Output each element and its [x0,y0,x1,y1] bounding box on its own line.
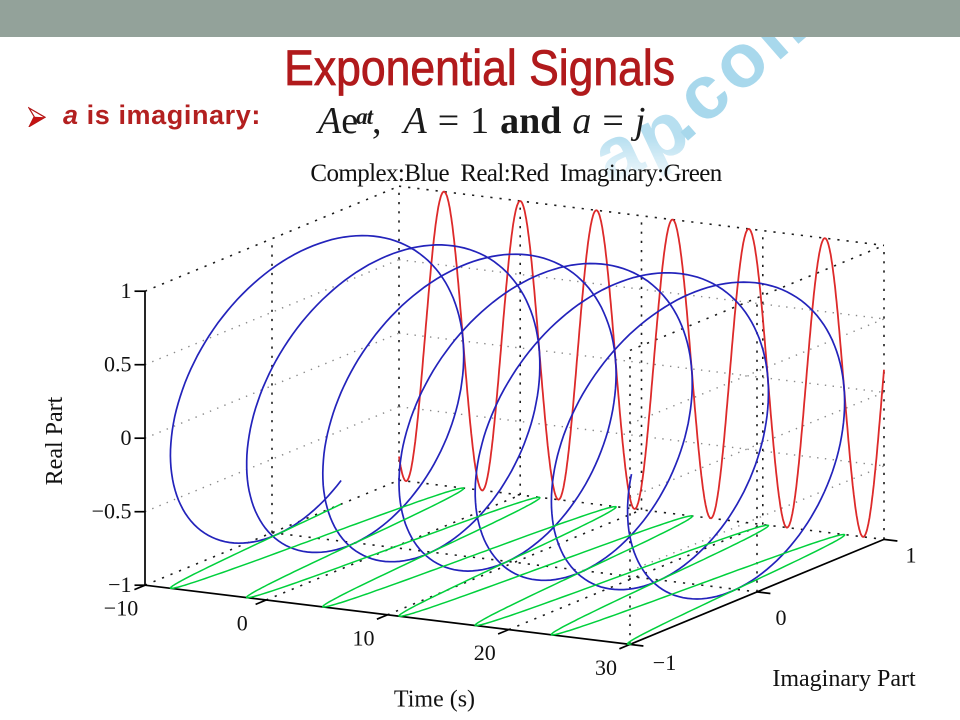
svg-text:−0.5: −0.5 [92,499,132,524]
svg-text:1: 1 [906,542,917,567]
svg-text:1: 1 [121,278,132,303]
svg-text:−1: −1 [653,650,676,675]
svg-text:0: 0 [776,605,787,630]
svg-text:−10: −10 [104,596,138,621]
svg-text:0: 0 [237,611,248,636]
svg-text:Imaginary Part: Imaginary Part [772,666,916,692]
svg-text:0.5: 0.5 [104,352,132,377]
svg-text:20: 20 [474,640,496,665]
svg-text:0: 0 [121,425,132,450]
svg-text:10: 10 [353,625,375,650]
svg-text:30: 30 [595,655,617,680]
svg-text:−1: −1 [108,572,131,597]
svg-text:Real Part: Real Part [42,396,68,485]
svg-text:Time (s): Time (s) [394,687,475,713]
svg-text:Complex:Blue Real:Red Imagin: Complex:Blue Real:Red Imaginary:Green [310,160,722,187]
